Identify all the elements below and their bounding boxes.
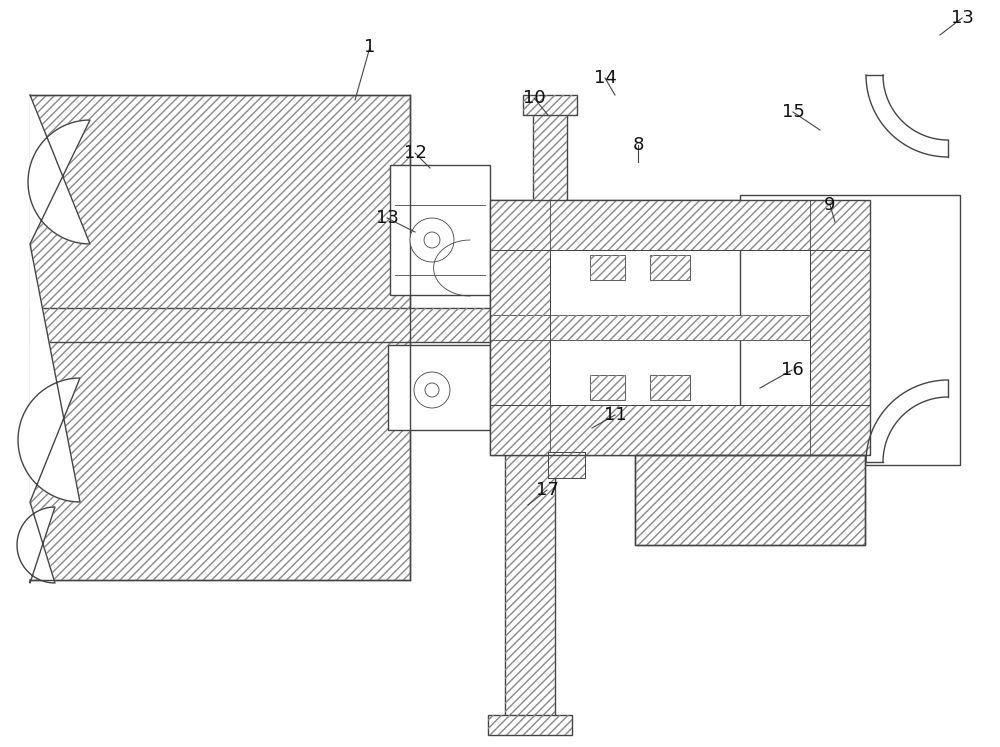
Bar <box>650 375 690 400</box>
Circle shape <box>424 232 440 248</box>
Bar <box>650 255 690 280</box>
Bar <box>388 345 490 430</box>
Bar <box>590 375 625 400</box>
Bar <box>550 250 810 405</box>
Bar <box>810 250 870 405</box>
Bar <box>30 95 410 580</box>
Bar <box>490 200 870 250</box>
Text: 17: 17 <box>536 481 558 499</box>
Bar <box>490 250 550 405</box>
Bar <box>490 250 550 405</box>
Circle shape <box>410 218 454 262</box>
Bar <box>523 95 577 115</box>
Bar <box>390 165 490 295</box>
Bar <box>488 715 572 735</box>
Text: 16: 16 <box>781 361 803 379</box>
Bar <box>490 315 870 340</box>
Bar <box>490 405 870 455</box>
Bar <box>635 455 865 545</box>
Bar <box>490 315 870 340</box>
Bar <box>590 255 625 280</box>
Bar <box>650 375 690 400</box>
Bar <box>635 455 865 545</box>
Bar <box>30 308 560 342</box>
Text: 15: 15 <box>782 103 804 121</box>
Text: 9: 9 <box>824 196 836 214</box>
Circle shape <box>414 372 450 408</box>
Text: 1: 1 <box>364 38 376 56</box>
Polygon shape <box>17 95 90 583</box>
Bar <box>490 200 870 455</box>
Bar <box>490 405 870 455</box>
Bar <box>650 255 690 280</box>
Bar <box>635 455 865 545</box>
Bar <box>30 308 560 342</box>
Text: 13: 13 <box>951 9 973 27</box>
Bar <box>533 100 567 215</box>
Text: 13: 13 <box>376 209 398 227</box>
Bar <box>740 195 960 465</box>
Bar <box>590 255 625 280</box>
Bar <box>505 340 555 730</box>
Bar <box>533 100 567 215</box>
Text: 8: 8 <box>632 136 644 154</box>
Bar <box>490 200 870 250</box>
Bar <box>505 340 555 730</box>
Text: 10: 10 <box>523 89 545 107</box>
Bar <box>590 375 625 400</box>
Bar <box>488 715 572 735</box>
Bar <box>523 95 577 115</box>
Bar <box>548 452 585 478</box>
Bar <box>490 200 870 455</box>
Bar <box>548 452 585 478</box>
Bar <box>30 95 410 580</box>
Text: 12: 12 <box>404 144 426 162</box>
Circle shape <box>425 383 439 397</box>
Text: 11: 11 <box>604 406 626 424</box>
Bar <box>548 452 585 478</box>
Bar <box>810 250 870 405</box>
Text: 14: 14 <box>594 69 616 87</box>
